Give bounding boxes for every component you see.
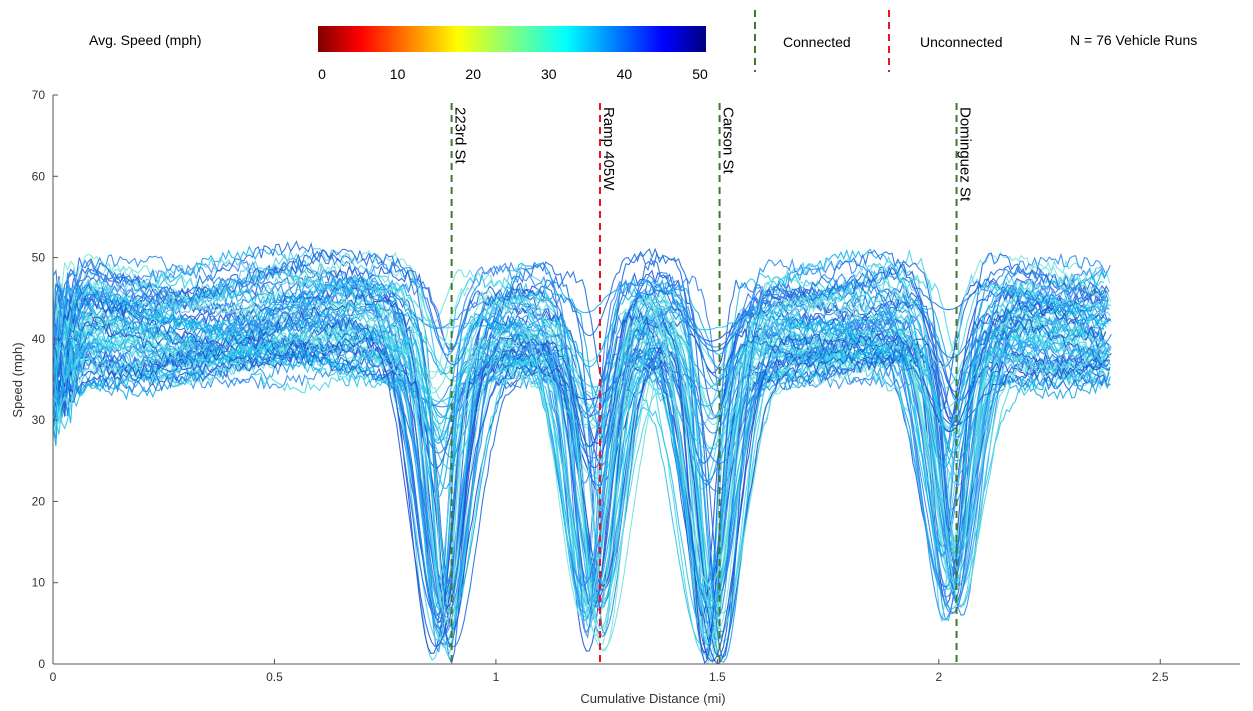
speed-trace [52,293,1107,662]
axes [52,95,1240,665]
intersection-label: Dominguez St [957,107,974,202]
speed-trace [52,316,1107,614]
unconnected-legend-label: Unconnected [920,34,1003,50]
speed-trace [52,277,1107,591]
x-axis-title: Cumulative Distance (mi) [580,691,725,706]
speed-trace [52,249,1107,622]
speed-trace [52,240,1110,616]
intersection-markers: 223rd St Ramp 405W Carson St Dominguez St [450,103,974,664]
speed-trace [52,329,1108,659]
intersection-label: 223rd St [452,107,469,165]
y-tick-label: 50 [32,251,46,265]
connected-legend-label: Connected [783,34,851,50]
y-tick-label: 40 [32,332,46,346]
legend: Avg. Speed (mph) 0 10 20 30 40 50 Connected U… [89,10,1197,82]
intersection-label: Ramp 405W [600,107,617,191]
speed-trace [52,247,1106,659]
speed-trace [52,312,1109,650]
x-tick-label: 2 [935,670,942,684]
speed-trace [52,346,1106,634]
speed-trace [52,273,1112,645]
speed-trace [52,252,1106,639]
speed-series [52,240,1112,665]
speed-trace [52,329,1109,603]
y-tick-label: 30 [32,413,46,427]
y-tick-label: 70 [32,88,46,102]
y-tick-label: 10 [32,576,46,590]
y-tick-label: 0 [38,657,45,671]
x-tick-label: 1 [493,670,500,684]
colorbar-title: Avg. Speed (mph) [89,32,202,48]
intersection-label: Carson St [720,107,737,175]
colorbar-tick-label: 0 [318,66,326,82]
y-ticks: 0 10 20 30 40 50 60 70 [32,88,58,671]
speed-trace [52,285,1107,618]
x-tick-label: 0 [50,670,57,684]
speed-trace [52,330,1110,558]
speed-trace [52,320,1110,613]
y-tick-label: 60 [32,169,46,183]
y-axis-title: Speed (mph) [10,342,25,417]
plot-area: 223rd St Ramp 405W Carson St Dominguez St 0… [10,88,1240,706]
x-tick-label: 0.5 [266,670,283,684]
speed-trace [52,272,1111,640]
colorbar-tick-label: 20 [465,66,481,82]
colorbar-tick-label: 50 [692,66,708,82]
x-tick-label: 1.5 [709,670,726,684]
x-ticks: 0 0.5 1 1.5 2 2.5 [50,659,1169,684]
colorbar-tick-label: 30 [541,66,557,82]
x-tick-label: 2.5 [1152,670,1169,684]
colorbar-tick-label: 40 [617,66,633,82]
run-count-label: N = 76 Vehicle Runs [1070,32,1197,48]
speed-trace [52,327,1112,642]
y-tick-label: 20 [32,494,46,508]
colorbar-tick-label: 10 [390,66,406,82]
colorbar [318,26,706,52]
speed-trace [52,290,1106,637]
speed-trace [52,245,1108,646]
colorbar-ticks: 0 10 20 30 40 50 [318,66,708,82]
